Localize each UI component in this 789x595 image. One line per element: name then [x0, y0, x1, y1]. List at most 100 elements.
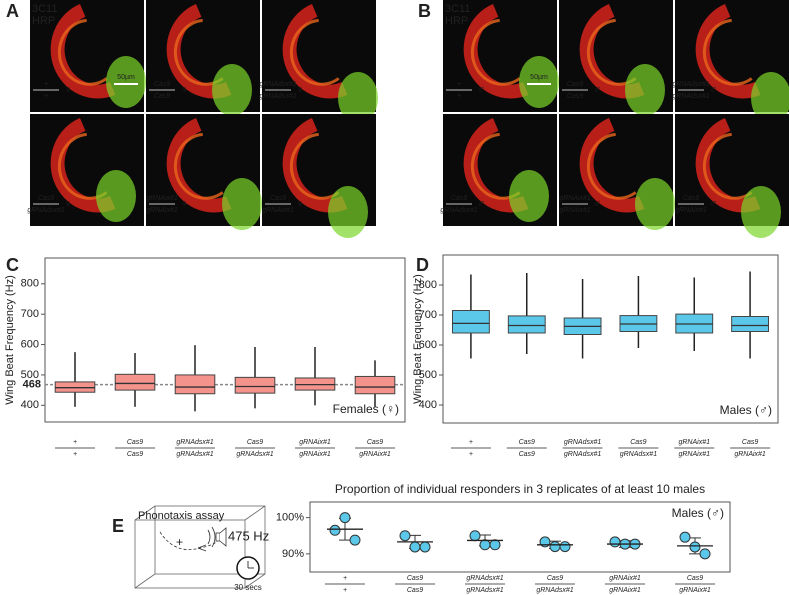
genotype-bottom: Cas9 — [519, 451, 535, 458]
genotype-top: Cas9 — [683, 195, 699, 202]
sex-symbol: ♂ — [709, 84, 717, 96]
genotype-top: gRNAdsx#1 — [564, 439, 601, 446]
tissue-stain — [519, 56, 559, 108]
genotype-top: + — [73, 439, 77, 446]
box — [507, 315, 546, 334]
stain-label: 3C11 — [445, 3, 470, 15]
genotype-bottom: gRNAdsx#1 — [440, 207, 477, 214]
genotype-top: gRNAix#1 — [559, 195, 591, 202]
tissue-stain — [289, 132, 340, 200]
genotype-bottom: gRNAdsx#1 — [466, 587, 503, 594]
genotype-top: Cas9 — [127, 439, 143, 446]
genotype-top: + — [457, 81, 461, 88]
tissue-stain — [289, 18, 340, 86]
genotype-bottom: gRNAix#1 — [559, 207, 591, 214]
tissue-stain — [509, 170, 549, 222]
chart-title: Proportion of individual responders in 3… — [335, 482, 705, 496]
box — [354, 375, 396, 395]
replicate-point — [479, 539, 491, 551]
replicate-point — [349, 534, 361, 546]
sex-symbol: ♀ — [64, 84, 72, 96]
tissue-stain — [173, 18, 224, 86]
genotype-bottom: gRNAix#1 — [262, 207, 294, 214]
genotype-top: gRNAix#1 — [299, 439, 331, 446]
sex-symbol: ♂ — [593, 198, 601, 210]
genotype-bottom: + — [343, 587, 347, 594]
box — [234, 376, 276, 394]
panel-letter: A — [6, 1, 19, 21]
genotype-bottom: gRNAdsx#1 — [259, 93, 296, 100]
box — [114, 373, 156, 391]
replicate-point — [469, 530, 481, 542]
genotype-top: Cas9 — [247, 439, 263, 446]
genotype-bottom: gRNAdsx#1 — [564, 451, 601, 458]
panel-letter: D — [416, 255, 429, 275]
replicate-point — [679, 531, 691, 543]
y-tick-label: 600 — [419, 339, 437, 351]
tone-label: 475 Hz — [228, 528, 269, 543]
genotype-top: gRNAdsx#1 — [176, 439, 213, 446]
plot-frame — [44, 257, 406, 423]
genotype-top: gRNAix#1 — [678, 439, 710, 446]
replicate-point — [559, 541, 571, 553]
replicate-point — [409, 541, 421, 553]
replicate-point — [339, 512, 351, 524]
genotype-bottom: gRNAix#1 — [146, 207, 178, 214]
legend-label: Males (♂) — [720, 403, 772, 417]
genotype-top: Cas9 — [567, 81, 583, 88]
genotype-top: Cas9 — [270, 195, 286, 202]
genotype-bottom: gRNAdsx#1 — [536, 587, 573, 594]
genotype-top: Cas9 — [407, 575, 423, 582]
genotype-bottom: + — [457, 93, 461, 100]
scale-label: 50µm — [117, 74, 135, 81]
genotype-bottom: gRNAix#1 — [675, 207, 707, 214]
sex-symbol: ♀ — [180, 198, 188, 210]
genotype-bottom: gRNAdsx#1 — [27, 207, 64, 214]
y-tick-label: 600 — [21, 338, 39, 350]
genotype-bottom: gRNAdsx#1 — [672, 93, 709, 100]
genotype-bottom: gRNAdsx#1 — [176, 451, 213, 458]
genotype-bottom: Cas9 — [567, 93, 583, 100]
genotype-top: gRNAdsx#1 — [672, 81, 709, 88]
y-tick-label: 700 — [419, 309, 437, 321]
tissue-stain — [702, 132, 753, 200]
sex-symbol: ♀ — [296, 198, 304, 210]
scale-label: 50µm — [530, 74, 548, 81]
genotype-bottom: + — [73, 451, 77, 458]
tissue-stain — [212, 64, 252, 116]
genotype-bottom: gRNAdsx#1 — [620, 451, 657, 458]
y-tick-label: 800 — [21, 278, 39, 290]
box — [451, 310, 490, 334]
time-label: 30 secs — [234, 583, 262, 592]
replicate-point — [699, 548, 711, 560]
tissue-stain — [338, 72, 378, 124]
genotype-bottom: + — [469, 451, 473, 458]
genotype-top: + — [343, 575, 347, 582]
tissue-stain — [57, 18, 108, 86]
genotype-bottom: gRNAix#1 — [609, 587, 641, 594]
tissue-stain — [470, 132, 521, 200]
genotype-bottom: Cas9 — [154, 93, 170, 100]
genotype-top: Cas9 — [687, 575, 703, 582]
genotype-top: Cas9 — [154, 81, 170, 88]
tissue-stain — [751, 72, 789, 124]
genotype-bottom: + — [44, 93, 48, 100]
tissue-stain — [702, 18, 753, 86]
tissue-stain — [96, 170, 136, 222]
genotype-top: Cas9 — [38, 195, 54, 202]
tissue-stain — [625, 64, 665, 116]
panel-letter: C — [6, 255, 19, 275]
genotype-top: Cas9 — [451, 195, 467, 202]
stain-label: HRP — [32, 15, 55, 27]
reference-label: 468 — [23, 379, 41, 391]
y-tick-label: 500 — [21, 369, 39, 381]
tissue-stain — [741, 186, 781, 238]
genotype-bottom: gRNAix#1 — [734, 451, 766, 458]
y-tick-label: 800 — [419, 279, 437, 291]
panel-letter: B — [418, 1, 431, 21]
genotype-bottom: Cas9 — [407, 587, 423, 594]
genotype-top: Cas9 — [630, 439, 646, 446]
replicate-point — [329, 524, 341, 536]
genotype-bottom: gRNAix#1 — [359, 451, 391, 458]
